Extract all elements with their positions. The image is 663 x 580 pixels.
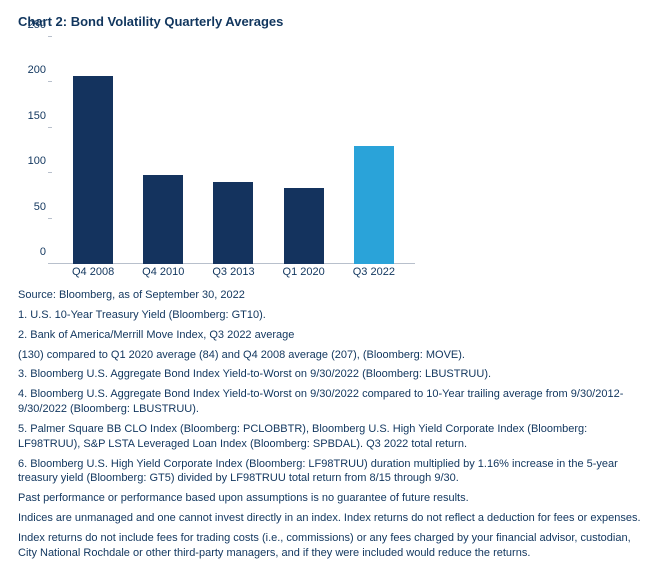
bar [284, 188, 324, 264]
y-axis-tick [48, 218, 52, 219]
x-axis-label: Q4 2008 [65, 266, 121, 282]
y-axis-label: 200 [28, 64, 52, 76]
footnote-line: 3. Bloomberg U.S. Aggregate Bond Index Y… [18, 367, 645, 382]
footnote-line: Index returns do not include fees for tr… [18, 531, 645, 561]
bar [73, 76, 113, 264]
bar [143, 175, 183, 264]
x-labels-row: Q4 2008 Q4 2010 Q3 2013 Q1 2020 Q3 2022 [52, 266, 415, 282]
x-axis-label: Q3 2013 [205, 266, 261, 282]
y-axis-tick [48, 263, 52, 264]
x-axis-label: Q1 2020 [276, 266, 332, 282]
footnote-line: Indices are unmanaged and one cannot inv… [18, 511, 645, 526]
bars-container [52, 37, 415, 264]
chart-title: Chart 2: Bond Volatility Quarterly Avera… [18, 14, 645, 29]
footnote-line: (130) compared to Q1 2020 average (84) a… [18, 348, 645, 363]
y-axis-label: 250 [28, 19, 52, 31]
y-axis-tick [48, 127, 52, 128]
bar [354, 146, 394, 264]
y-axis-tick [48, 81, 52, 82]
y-axis-label: 150 [28, 110, 52, 122]
footnote-line: 2. Bank of America/Merrill Move Index, Q… [18, 328, 645, 343]
y-axis-tick [48, 36, 52, 37]
footnote-line: 6. Bloomberg U.S. High Yield Corporate I… [18, 457, 645, 487]
y-axis-label: 0 [40, 246, 52, 258]
footnote-line: 1. U.S. 10-Year Treasury Yield (Bloomber… [18, 308, 645, 323]
footnote-line: Source: Bloomberg, as of September 30, 2… [18, 288, 645, 303]
x-axis-label: Q4 2010 [135, 266, 191, 282]
x-axis-label: Q3 2022 [346, 266, 402, 282]
footnotes: Source: Bloomberg, as of September 30, 2… [18, 288, 645, 561]
y-axis-label: 100 [28, 155, 52, 167]
footnote-line: Past performance or performance based up… [18, 491, 645, 506]
y-axis-label: 50 [34, 201, 52, 213]
bar [213, 182, 253, 264]
y-axis-tick [48, 172, 52, 173]
footnote-line: 4. Bloomberg U.S. Aggregate Bond Index Y… [18, 387, 645, 417]
plot-region: 050100150200250 [52, 37, 415, 264]
chart-area: 050100150200250 Q4 2008 Q4 2010 Q3 2013 Q1 … [52, 37, 415, 282]
footnote-line: 5. Palmer Square BB CLO Index (Bloomberg… [18, 422, 645, 452]
